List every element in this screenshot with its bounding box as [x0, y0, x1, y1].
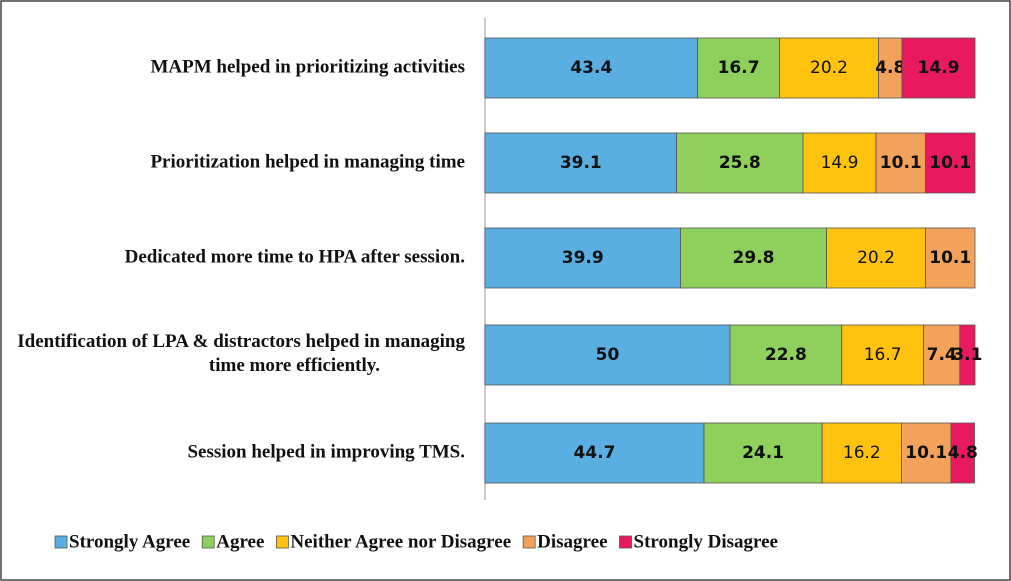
data-label: 10.1	[880, 153, 922, 173]
category-label: MAPM helped in prioritizing activities	[150, 56, 465, 77]
category-label: Identification of LPA & distractors help…	[17, 331, 465, 376]
data-label: 14.9	[918, 58, 960, 78]
data-label: 10.1	[905, 443, 947, 463]
category-label: Session helped in improving TMS.	[187, 441, 465, 462]
data-label: 4.8	[875, 58, 905, 78]
data-label: 14.9	[821, 153, 859, 173]
data-label: 24.1	[742, 443, 784, 463]
legend-label: Neither Agree nor Disagree	[290, 531, 511, 552]
data-label: 50	[596, 345, 620, 365]
bar-segment	[484, 422, 705, 484]
bar-segment	[697, 37, 780, 99]
legend-swatch	[522, 535, 536, 549]
bar-segment	[950, 422, 975, 484]
bar-segment	[484, 324, 731, 386]
bar-segment	[676, 132, 804, 194]
legend-label: Disagree	[537, 531, 607, 552]
legend-label: Strongly Agree	[69, 531, 190, 552]
data-label: 22.8	[765, 345, 807, 365]
data-label: 16.7	[864, 345, 902, 365]
data-label: 43.4	[570, 58, 612, 78]
data-label: 10.1	[929, 153, 971, 173]
data-label: 44.7	[574, 443, 616, 463]
bar-segment	[826, 227, 926, 289]
bar-segment	[925, 132, 976, 194]
bar-segment	[901, 422, 952, 484]
bar-segment	[680, 227, 827, 289]
bar-segment	[959, 324, 976, 386]
bar-segment	[703, 422, 823, 484]
data-label: 4.8	[948, 443, 978, 463]
data-label: 29.8	[733, 248, 775, 268]
bar-segment	[841, 324, 924, 386]
legend-swatch	[276, 535, 289, 549]
data-label: 39.1	[560, 153, 602, 173]
data-label: 20.2	[810, 58, 848, 78]
legend-swatch	[619, 535, 632, 549]
data-label: 3.1	[952, 345, 982, 365]
legend-swatch	[201, 535, 215, 549]
bar-segment	[484, 37, 699, 99]
data-label: 20.2	[857, 248, 895, 268]
data-label: 25.8	[719, 153, 761, 173]
data-label: 39.9	[562, 248, 604, 268]
bar-segment	[484, 227, 681, 289]
bar-segment	[729, 324, 843, 386]
data-label: 16.7	[718, 58, 760, 78]
data-label: 7.4	[927, 345, 957, 365]
bar-segment	[925, 227, 976, 289]
data-label: 16.2	[843, 443, 881, 463]
bar-segment	[484, 132, 677, 194]
data-label: 10.1	[929, 248, 971, 268]
bar-segment	[875, 132, 926, 194]
bar-segment	[923, 324, 961, 386]
legend-label: Agree	[216, 531, 264, 552]
bar-segment	[821, 422, 902, 484]
category-label: Prioritization helped in managing time	[150, 151, 465, 172]
bar-segment	[901, 37, 976, 99]
legend-swatch	[54, 535, 68, 549]
legend-label: Strongly Disagree	[634, 531, 778, 552]
category-label: Dedicated more time to HPA after session…	[125, 246, 465, 267]
